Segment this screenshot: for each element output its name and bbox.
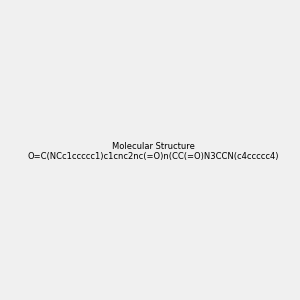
Text: Molecular Structure
O=C(NCc1ccccc1)c1cnc2nc(=O)n(CC(=O)N3CCN(c4ccccc4): Molecular Structure O=C(NCc1ccccc1)c1cnc… bbox=[28, 142, 280, 161]
